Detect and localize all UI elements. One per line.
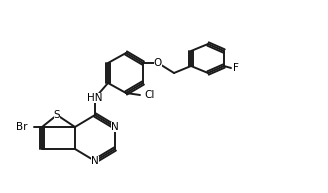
Text: F: F [233,63,239,73]
Text: S: S [54,110,60,120]
Text: N: N [91,156,99,166]
Text: HN: HN [87,93,103,103]
Text: N: N [111,122,119,132]
Text: Br: Br [16,122,28,132]
Text: O: O [154,58,162,68]
Text: Cl: Cl [145,90,155,100]
